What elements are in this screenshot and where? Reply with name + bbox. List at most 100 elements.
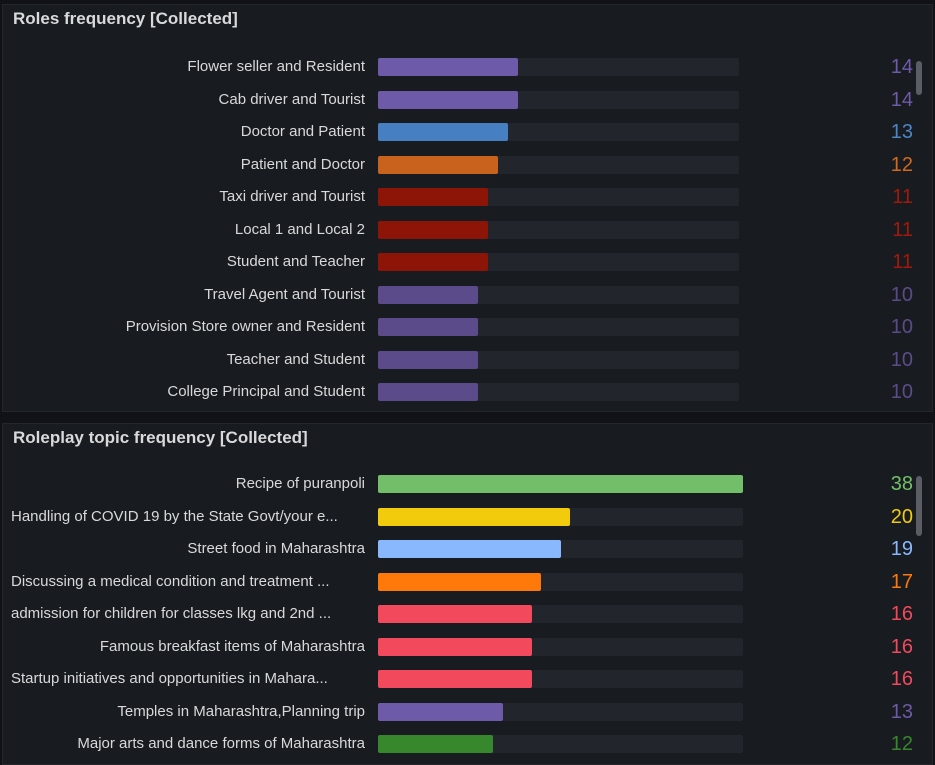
- bar-value: 16: [890, 668, 913, 690]
- bar: [378, 637, 532, 656]
- bar-track: [378, 220, 739, 239]
- bar-label: College Principal and Student: [167, 383, 365, 400]
- bar-label: Doctor and Patient: [240, 123, 365, 140]
- bar-value: 13: [890, 700, 913, 723]
- bar: [378, 540, 561, 558]
- bar-row[interactable]: Teacher and Student 10: [3, 348, 932, 371]
- bar-track: [378, 123, 739, 141]
- bar-row[interactable]: Major arts and dance forms of Maharashtr…: [3, 733, 932, 755]
- bar-label: Handling of COVID 19 by the State Govt/y…: [11, 507, 338, 525]
- bar-row[interactable]: Flower seller and Resident 14: [3, 56, 932, 78]
- bar: [378, 188, 489, 206]
- bar-label: Street food in Maharashtra: [187, 540, 365, 557]
- bar-label: Patient and Doctor: [240, 155, 365, 173]
- bar: [378, 220, 489, 239]
- bar: [378, 475, 743, 493]
- bar-value: 16: [890, 603, 913, 625]
- bar-label: Startup initiatives and opportunities in…: [11, 670, 328, 687]
- bar-label: Provision Store owner and Resident: [125, 318, 365, 335]
- bar-value: 10: [890, 283, 913, 306]
- panel-title: Roles frequency [Collected]: [13, 9, 238, 28]
- bar-row[interactable]: Startup initiatives and opportunities in…: [3, 668, 932, 690]
- bar-label: Student and Teacher: [226, 253, 365, 270]
- bar-label: Famous breakfast items of Maharashtra: [99, 637, 365, 655]
- bar-value: 14: [890, 56, 913, 78]
- bar-track: [378, 188, 739, 206]
- bar-track: [378, 572, 743, 591]
- bar: [378, 318, 479, 336]
- bar-row[interactable]: Cab driver and Tourist 14: [3, 88, 932, 111]
- bar-track: [378, 540, 743, 558]
- bar-label: Recipe of puranpoli: [235, 475, 365, 492]
- bar-row[interactable]: Taxi driver and Tourist 11: [3, 186, 932, 208]
- bar-value: 10: [890, 381, 913, 403]
- bar-value: 11: [892, 251, 913, 273]
- bar-row[interactable]: Patient and Doctor 12: [3, 153, 932, 176]
- bar-row[interactable]: Street food in Maharashtra 19: [3, 538, 932, 560]
- bar-row[interactable]: Local 1 and Local 2 11: [3, 218, 932, 241]
- bar: [378, 253, 489, 271]
- bar-value: 20: [890, 505, 913, 528]
- bar: [378, 155, 499, 174]
- bar-value: 12: [890, 153, 913, 176]
- bar-label: Teacher and Student: [226, 350, 365, 368]
- bar-value: 16: [890, 635, 913, 658]
- bar-row[interactable]: Recipe of puranpoli 38: [3, 473, 932, 495]
- bar-label: Taxi driver and Tourist: [219, 188, 365, 205]
- bar-label: Travel Agent and Tourist: [204, 285, 365, 303]
- bar-track: [378, 58, 739, 76]
- bar-track: [378, 735, 743, 753]
- bar-row[interactable]: Doctor and Patient 13: [3, 121, 932, 143]
- bar-track: [378, 285, 739, 304]
- bar-label: Local 1 and Local 2: [234, 220, 365, 238]
- bar-row[interactable]: Handling of COVID 19 by the State Govt/y…: [3, 505, 932, 528]
- bar-track: [378, 155, 739, 174]
- bar-label: Temples in Maharashtra,Planning trip: [117, 702, 365, 720]
- bar-row[interactable]: Travel Agent and Tourist 10: [3, 283, 932, 306]
- bar-track: [378, 605, 743, 623]
- bar: [378, 383, 479, 401]
- scrollbar-thumb[interactable]: [916, 476, 922, 536]
- bar-row[interactable]: admission for children for classes lkg a…: [3, 603, 932, 625]
- bar: [378, 572, 542, 591]
- bar-row[interactable]: Provision Store owner and Resident 10: [3, 316, 932, 338]
- bar-value: 19: [890, 538, 913, 560]
- bar-value: 11: [892, 186, 913, 208]
- bar-row[interactable]: Temples in Maharashtra,Planning trip 13: [3, 700, 932, 723]
- bar-value: 10: [890, 316, 913, 338]
- bar-value: 11: [892, 218, 913, 241]
- bar-value: 12: [890, 733, 913, 755]
- bar: [378, 350, 479, 369]
- bar-track: [378, 637, 743, 656]
- bar-value: 14: [890, 88, 913, 111]
- panel-title: Roleplay topic frequency [Collected]: [13, 428, 308, 447]
- bar: [378, 285, 479, 304]
- bar-row[interactable]: Famous breakfast items of Maharashtra 16: [3, 635, 932, 658]
- roles-frequency-panel: Roles frequency [Collected] Flower selle…: [2, 4, 933, 412]
- bar-track: [378, 350, 739, 369]
- bar-value: 17: [890, 570, 913, 593]
- bar: [378, 507, 571, 526]
- bar-label: admission for children for classes lkg a…: [11, 605, 332, 622]
- bar-label: Flower seller and Resident: [187, 58, 365, 75]
- bar-track: [378, 475, 743, 493]
- bar-track: [378, 702, 743, 721]
- scrollbar-thumb[interactable]: [916, 61, 922, 95]
- bar-track: [378, 90, 739, 109]
- bar-label: Cab driver and Tourist: [218, 90, 365, 108]
- roleplay-topic-frequency-panel: Roleplay topic frequency [Collected] Rec…: [2, 423, 933, 765]
- bar-row[interactable]: Discussing a medical condition and treat…: [3, 570, 932, 593]
- bar: [378, 670, 532, 688]
- bar-track: [378, 670, 743, 688]
- bar-track: [378, 318, 739, 336]
- bar-track: [378, 507, 743, 526]
- bar-label: Major arts and dance forms of Maharashtr…: [77, 735, 365, 752]
- bar-track: [378, 383, 739, 401]
- bar: [378, 735, 494, 753]
- bar-row[interactable]: Student and Teacher 11: [3, 251, 932, 273]
- bar: [378, 702, 503, 721]
- bar: [378, 58, 519, 76]
- bar-row[interactable]: College Principal and Student 10: [3, 381, 932, 403]
- bar: [378, 90, 519, 109]
- bar-value: 10: [890, 348, 913, 371]
